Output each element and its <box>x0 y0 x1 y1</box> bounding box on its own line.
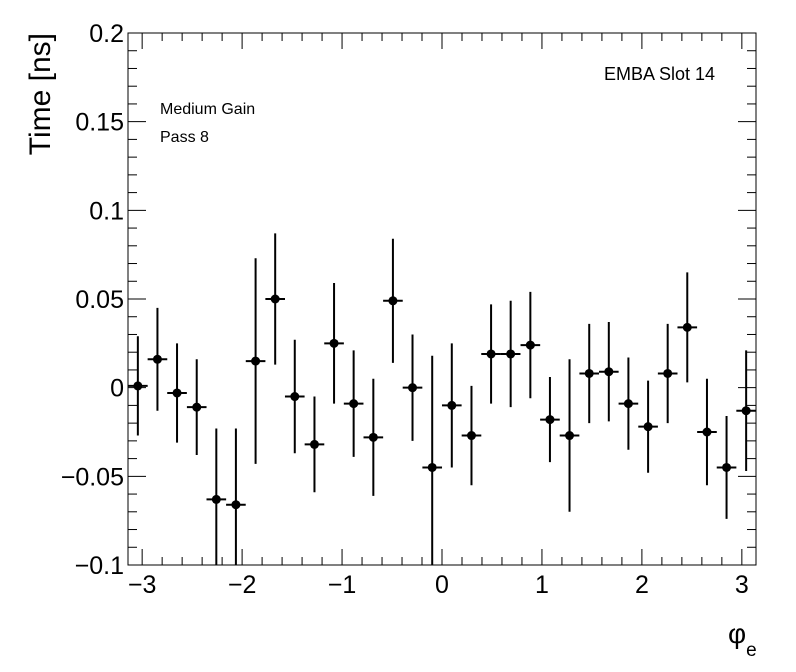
point-marker <box>702 427 712 437</box>
x-tick-label: 2 <box>635 571 649 599</box>
data-point <box>540 377 560 463</box>
data-point <box>363 378 384 496</box>
point-marker <box>270 294 280 304</box>
x-tick-label: 3 <box>735 571 749 599</box>
data-point <box>618 357 639 450</box>
x-tick-label: −1 <box>328 571 357 599</box>
y-tick-label: 0.2 <box>89 20 124 48</box>
point-marker <box>722 462 732 472</box>
data-point <box>657 323 678 424</box>
data-point <box>324 283 344 404</box>
point-marker <box>192 402 202 412</box>
point-marker <box>584 368 594 378</box>
y-tick-label: −0.1 <box>75 552 124 580</box>
point-marker <box>427 462 437 472</box>
data-point <box>697 378 717 486</box>
x-tick-label: 0 <box>435 571 449 599</box>
point-marker <box>368 432 378 442</box>
data-point <box>500 300 521 408</box>
point-marker <box>623 399 633 409</box>
data-point <box>638 380 658 473</box>
gain-label: Medium Gain <box>160 101 255 118</box>
data-point <box>461 385 482 486</box>
point-marker <box>486 349 496 359</box>
data-point <box>186 359 207 456</box>
data-point <box>716 416 737 519</box>
y-tick-label: 0.1 <box>89 197 124 225</box>
point-marker <box>466 431 476 441</box>
data-point <box>520 291 541 399</box>
x-axis-title-main: φ <box>728 618 746 649</box>
point-marker <box>741 406 751 416</box>
data-point <box>284 339 305 454</box>
axis-ticks-group <box>128 32 756 566</box>
x-axis-title-subscript: e <box>746 640 757 661</box>
point-marker <box>309 439 319 449</box>
data-point <box>599 322 619 422</box>
x-tick-label: 1 <box>535 571 549 599</box>
data-point <box>677 272 698 383</box>
y-tick-label: −0.05 <box>61 463 124 491</box>
data-points-group <box>128 233 756 565</box>
point-marker <box>545 415 555 425</box>
point-marker <box>211 494 221 504</box>
point-marker <box>447 400 457 410</box>
data-point <box>226 428 246 565</box>
point-marker <box>408 383 418 393</box>
y-tick-label: 0.15 <box>75 109 124 137</box>
point-marker <box>290 392 300 402</box>
point-marker <box>565 431 575 441</box>
data-point <box>265 233 285 365</box>
pass-label: Pass 8 <box>160 129 209 146</box>
point-marker <box>388 296 398 306</box>
data-point <box>579 323 600 424</box>
y-tick-label: 0 <box>110 375 124 403</box>
data-point <box>736 350 756 472</box>
point-marker <box>349 399 359 409</box>
x-tick-label: −2 <box>228 571 257 599</box>
data-point <box>147 307 168 411</box>
data-point <box>383 238 403 363</box>
data-point <box>481 304 501 404</box>
point-marker <box>604 367 614 377</box>
tick-labels-group: −3 −2 −1 0 1 2 3 −0.1 −0.05 0 0.05 0.1 0.15 0.2 <box>61 20 749 599</box>
data-point <box>343 350 364 457</box>
point-marker <box>172 388 182 398</box>
point-marker <box>663 368 673 378</box>
point-marker <box>506 349 516 359</box>
slot-label: EMBA Slot 14 <box>604 64 715 84</box>
point-marker <box>329 338 339 348</box>
point-marker <box>152 354 162 364</box>
y-axis-title: Time [ns] <box>24 33 57 155</box>
point-marker <box>251 356 261 366</box>
data-point <box>559 359 580 512</box>
data-point <box>402 334 423 441</box>
point-marker <box>643 422 653 432</box>
data-point <box>167 343 187 443</box>
data-point <box>206 428 227 565</box>
data-point <box>128 336 148 436</box>
data-point <box>422 355 443 565</box>
data-point <box>441 343 462 468</box>
point-marker <box>231 500 241 510</box>
data-point <box>245 258 266 464</box>
point-marker <box>133 381 143 391</box>
x-tick-label: −3 <box>128 571 157 599</box>
x-axis-title: φe <box>728 618 757 661</box>
point-marker <box>525 340 535 350</box>
y-tick-label: 0.05 <box>75 286 124 314</box>
data-point <box>304 396 325 493</box>
point-marker <box>682 322 692 332</box>
